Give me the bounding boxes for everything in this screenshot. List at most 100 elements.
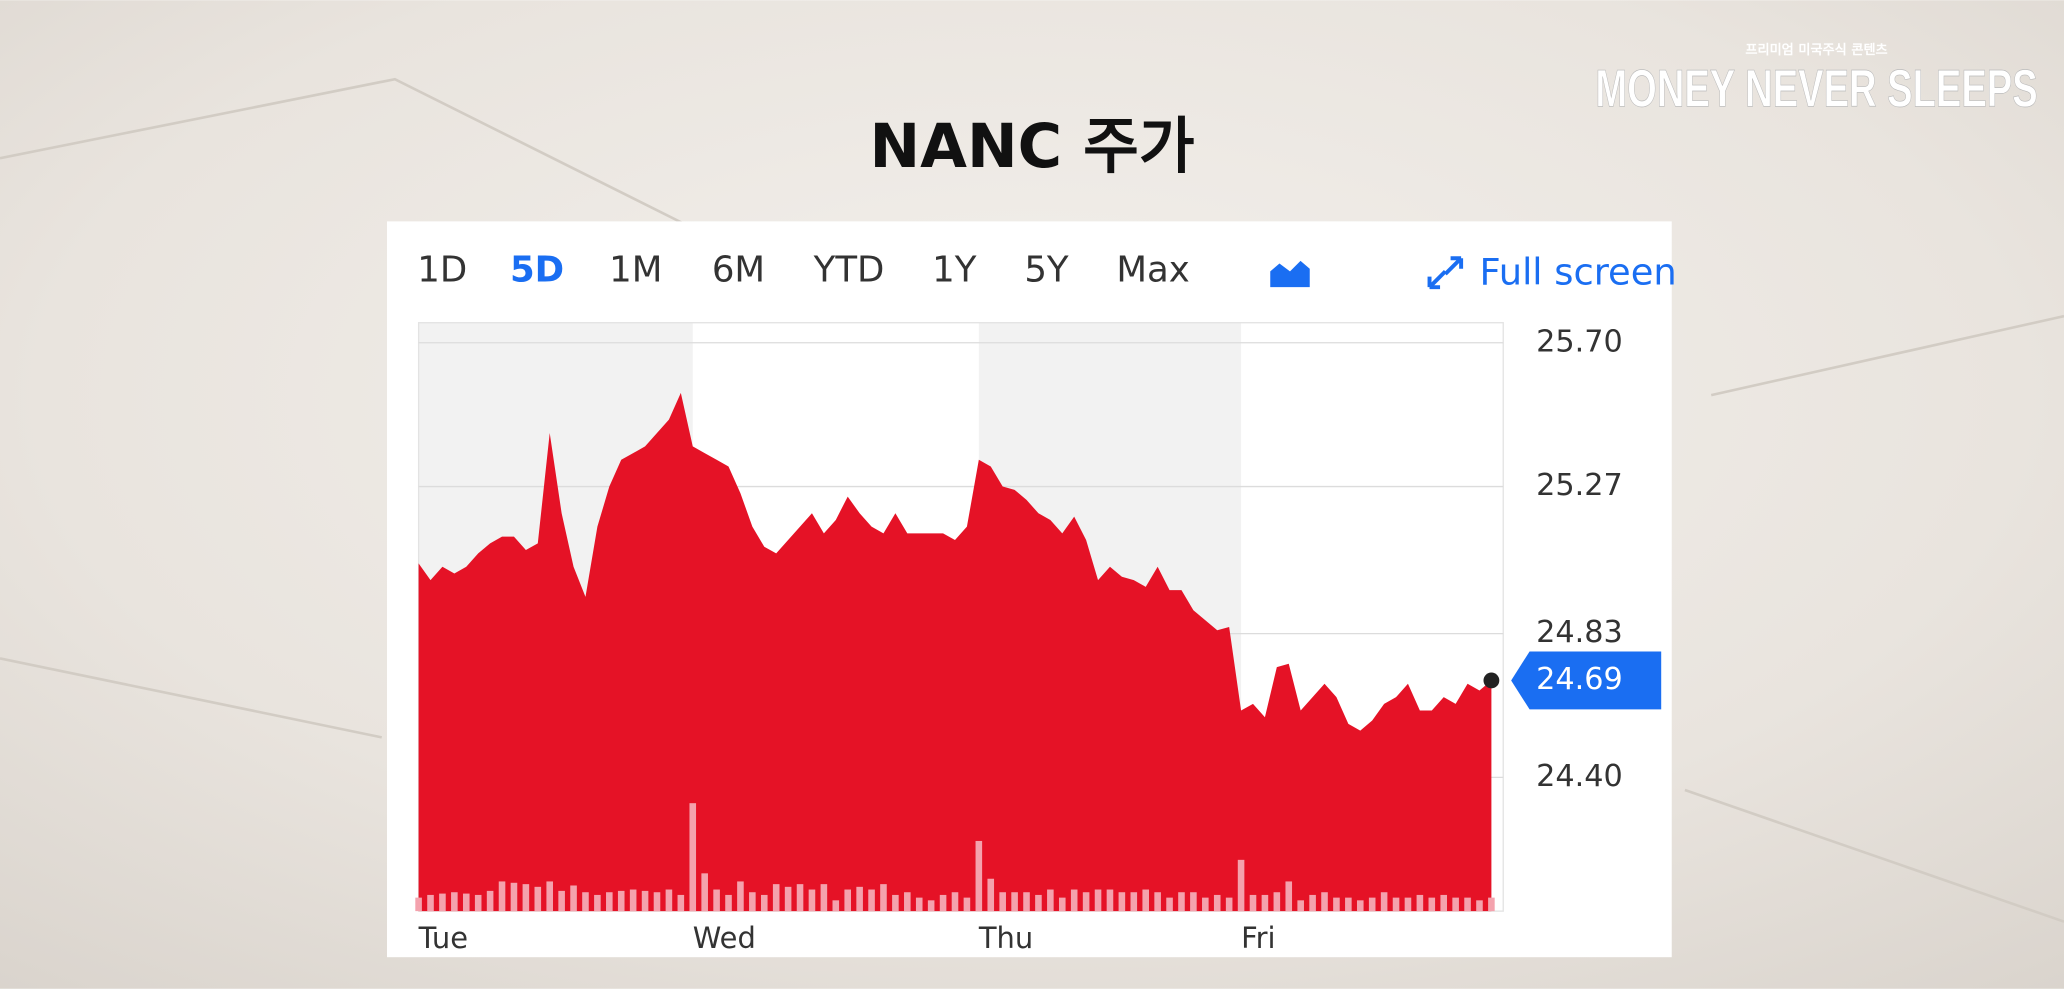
volume-bar xyxy=(462,893,470,912)
volume-bar xyxy=(1333,897,1340,912)
volume-bar xyxy=(677,894,685,912)
y-tick-label: 25.70 xyxy=(1536,324,1623,359)
volume-bar xyxy=(820,884,828,912)
brand-logo: MONEY NEVER SLEEPS xyxy=(1595,59,2037,118)
volume-bar xyxy=(510,882,518,912)
chart-type-button[interactable] xyxy=(1270,260,1310,288)
volume-bar xyxy=(737,881,744,912)
volume-bar xyxy=(1011,892,1018,912)
volume-bar xyxy=(772,884,780,912)
volume-bar xyxy=(594,894,601,912)
range-button[interactable]: 6M xyxy=(712,249,765,290)
volume-bar xyxy=(1225,897,1233,912)
volume-bar xyxy=(796,884,804,912)
range-button[interactable]: Max xyxy=(1116,249,1189,290)
volume-bar xyxy=(760,894,768,912)
volume-bar xyxy=(951,892,959,912)
volume-bar xyxy=(1166,897,1173,912)
area-icon[interactable] xyxy=(1270,260,1310,288)
y-tick-label: 24.40 xyxy=(1536,759,1623,794)
volume-bar xyxy=(629,889,637,912)
last-price-tag xyxy=(1511,651,1662,710)
volume-bar xyxy=(701,873,708,912)
volume-bar xyxy=(939,894,947,912)
fullscreen-button[interactable]: Full screen xyxy=(1427,251,1677,294)
volume-bar xyxy=(915,897,923,912)
brand-tagline: 프리미엄 미국주식 콘텐츠 xyxy=(1745,41,1887,58)
volume-bar xyxy=(1368,897,1376,912)
range-button[interactable]: 1Y xyxy=(932,249,977,290)
range-button[interactable]: 5Y xyxy=(1024,249,1069,290)
volume-bar xyxy=(713,889,720,912)
volume-bar xyxy=(868,889,875,912)
volume-bar xyxy=(1476,900,1483,912)
volume-bar xyxy=(1106,889,1114,912)
volume-bar xyxy=(534,886,542,912)
volume-bar xyxy=(1345,897,1352,912)
volume-bar xyxy=(546,881,554,912)
volume-bar xyxy=(1202,897,1209,912)
volume-bar xyxy=(784,886,792,912)
volume-bar xyxy=(522,884,530,912)
fullscreen-icon[interactable] xyxy=(1427,256,1464,290)
volume-bar xyxy=(963,897,971,912)
volume-bar xyxy=(880,884,887,912)
volume-bar xyxy=(904,892,911,912)
range-buttons: 1D 5D 1M 6M YTD 1Y 5Y Max xyxy=(417,249,1190,290)
volume-bar xyxy=(653,892,661,912)
volume-bar xyxy=(844,889,852,912)
last-point xyxy=(1483,672,1500,689)
volume-bar xyxy=(641,890,649,912)
volume-bar xyxy=(1380,892,1388,912)
volume-bar xyxy=(415,897,422,912)
volume-bar xyxy=(808,889,816,912)
volume-bar xyxy=(999,892,1006,912)
volume-bar xyxy=(1416,894,1424,912)
volume-bar xyxy=(570,885,577,912)
volume-bar xyxy=(1404,897,1412,912)
volume-bar xyxy=(856,886,863,912)
volume-bar xyxy=(892,894,899,912)
volume-bar xyxy=(427,894,434,912)
volume-bar xyxy=(1094,889,1102,912)
range-button[interactable]: YTD xyxy=(813,249,885,290)
volume-bar xyxy=(1237,859,1245,912)
volume-bar xyxy=(749,892,756,912)
volume-bar xyxy=(1130,892,1138,912)
volume-bar xyxy=(1356,900,1364,912)
volume-bar xyxy=(1047,889,1054,912)
volume-bar xyxy=(1285,881,1293,912)
volume-bar xyxy=(1297,900,1304,912)
volume-bar xyxy=(1118,892,1126,912)
volume-bar xyxy=(1452,897,1459,912)
plot: Tue Wed Thu Fri 25.70 25.27 24.83 24.40 24.69 xyxy=(415,322,1662,955)
range-button[interactable]: 1M xyxy=(609,249,662,290)
chart-title: NANC 주가 xyxy=(869,112,1194,182)
volume-bar xyxy=(439,893,446,912)
volume-bar xyxy=(1440,894,1448,912)
volume-bar xyxy=(832,900,840,912)
volume-bar xyxy=(486,890,494,912)
x-tick-label: Fri xyxy=(1241,921,1275,955)
range-button[interactable]: 1D xyxy=(417,249,467,290)
volume-bar xyxy=(1190,892,1197,912)
volume-bar xyxy=(582,892,589,912)
volume-bar xyxy=(1213,894,1221,912)
volume-bar xyxy=(1023,892,1030,912)
volume-bar xyxy=(1273,892,1281,912)
volume-bar xyxy=(617,890,625,912)
volume-bar xyxy=(498,881,506,912)
volume-bar xyxy=(1428,897,1436,912)
price-area xyxy=(418,392,1492,912)
paper-creases xyxy=(0,77,2064,923)
volume-bar xyxy=(451,892,458,912)
range-button[interactable]: 5D xyxy=(510,249,564,290)
volume-bar xyxy=(1464,897,1471,912)
volume-bar xyxy=(1261,894,1269,912)
volume-bar xyxy=(927,900,935,912)
volume-bar xyxy=(725,894,732,912)
x-tick-label: Thu xyxy=(978,921,1033,955)
fullscreen-label[interactable]: Full screen xyxy=(1480,251,1677,294)
